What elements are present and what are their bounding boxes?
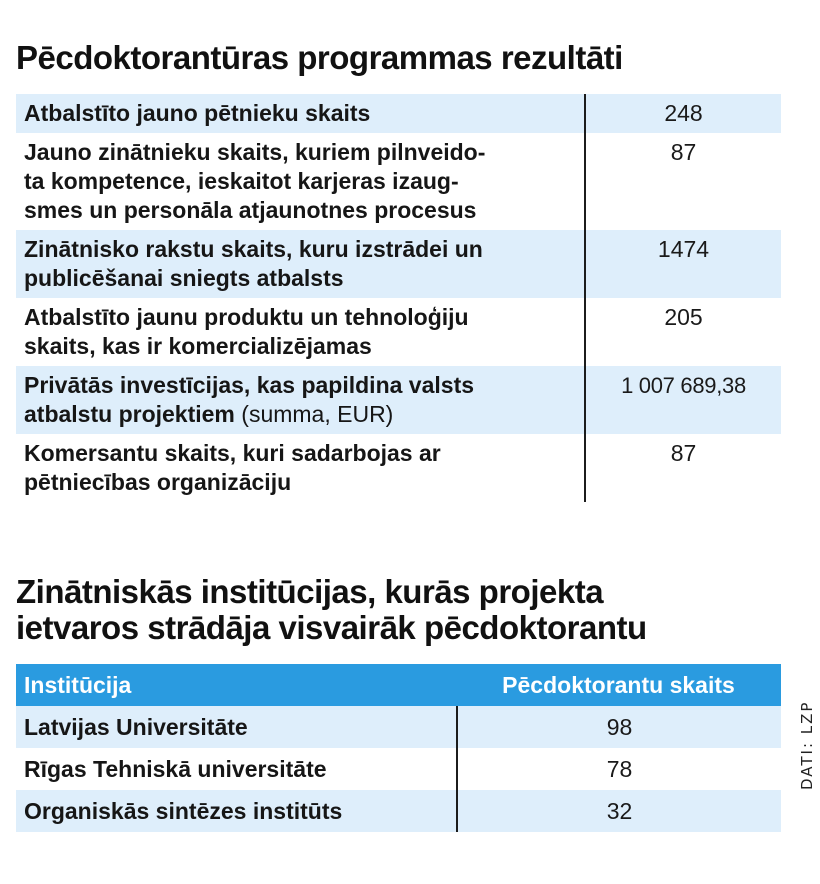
- institution-count: 98: [456, 706, 781, 748]
- institution-count: 32: [456, 790, 781, 832]
- table-row: Latvijas Universitāte 98: [16, 706, 781, 748]
- section2-title: Zinātniskās institūcijas, kurās projekta…: [16, 573, 647, 646]
- table-row: Rīgas Tehniskā universitāte 78: [16, 748, 781, 790]
- results-table: Atbalstīto jauno pētnieku skaits 248 Jau…: [16, 94, 781, 502]
- institutions-table: Institūcija Pēcdoktorantu skaits Latvija…: [16, 664, 781, 832]
- row-value: 1 007 689,38: [584, 366, 781, 434]
- row-label: Atbalstīto jauno pētnieku skaits: [24, 100, 371, 126]
- row-label: Privātās investīcijas, kas papildina val…: [24, 372, 475, 427]
- table-row: Organiskās sintēzes institūts 32: [16, 790, 781, 832]
- table-row: Zinātnisko rakstu skaits, kuru izstrādei…: [16, 230, 781, 298]
- table-row: Atbalstīto jaunu produktu un tehnoloģiju…: [16, 298, 781, 366]
- row-value: 248: [584, 94, 781, 133]
- row-label: Atbalstīto jaunu produktu un tehnoloģiju…: [24, 304, 469, 359]
- row-note: (summa, EUR): [241, 401, 394, 427]
- table-header: Institūcija Pēcdoktorantu skaits: [16, 664, 781, 706]
- row-value: 87: [584, 133, 781, 230]
- institution-name: Organiskās sintēzes institūts: [24, 797, 343, 824]
- source-credit: DATI: LZP: [798, 700, 816, 790]
- header-count: Pēcdoktorantu skaits: [502, 671, 735, 698]
- row-label: Zinātnisko rakstu skaits, kuru izstrādei…: [24, 236, 483, 291]
- row-value: 1474: [584, 230, 781, 298]
- row-value: 87: [584, 434, 781, 502]
- table-row: Komersantu skaits, kuri sadarbojas ar pē…: [16, 434, 781, 502]
- header-institution: Institūcija: [24, 671, 132, 698]
- table-row: Jauno zinātnieku skaits, kuriem pilnveid…: [16, 133, 781, 230]
- row-label: Komersantu skaits, kuri sadarbojas ar pē…: [24, 440, 441, 495]
- row-label: Jauno zinātnieku skaits, kuriem pilnveid…: [24, 139, 486, 223]
- section1-title: Pēcdoktorantūras programmas rezultāti: [16, 39, 623, 76]
- institution-count: 78: [456, 748, 781, 790]
- table-row: Atbalstīto jauno pētnieku skaits 248: [16, 94, 781, 133]
- row-value: 205: [584, 298, 781, 366]
- institution-name: Rīgas Tehniskā universitāte: [24, 755, 327, 782]
- institution-name: Latvijas Universitāte: [24, 713, 248, 740]
- table-row: Privātās investīcijas, kas papildina val…: [16, 366, 781, 434]
